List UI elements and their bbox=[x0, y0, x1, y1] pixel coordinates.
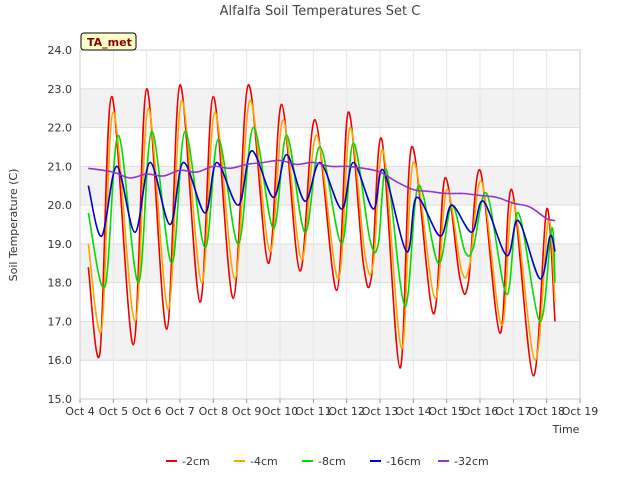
y-tick-label: 15.0 bbox=[48, 393, 73, 406]
background-bands bbox=[80, 50, 580, 399]
series-line-1 bbox=[87, 99, 556, 362]
x-tick-label: Oct 11 bbox=[295, 405, 332, 418]
y-tick-label: 20.0 bbox=[48, 199, 73, 212]
x-tick-label: Oct 4 bbox=[65, 405, 95, 418]
site-label-box: TA_met bbox=[80, 32, 137, 51]
site-label: TA_met bbox=[87, 36, 132, 49]
legend: -2cm -4cm -8cm -16cm -32cm bbox=[166, 455, 489, 468]
x-tick-label: Oct 12 bbox=[328, 405, 365, 418]
site-label-background bbox=[80, 32, 137, 51]
x-tick-label: Oct 8 bbox=[199, 405, 229, 418]
y-axis-label: Soil Temperature (C) bbox=[7, 169, 20, 282]
chart-title: Alfalfa Soil Temperatures Set C bbox=[220, 4, 421, 19]
legend-label: -8cm bbox=[318, 455, 346, 468]
y-tick-label: 22.0 bbox=[48, 122, 73, 135]
x-tick-label: Oct 19 bbox=[562, 405, 599, 418]
y-tick-label: 19.0 bbox=[48, 238, 73, 251]
x-tick-label: Oct 18 bbox=[528, 405, 565, 418]
x-tick-label: Oct 15 bbox=[428, 405, 465, 418]
x-axis: Oct 4 Oct 5 Oct 6 Oct 7 Oct 8 Oct 9 Oct 10Oct … bbox=[65, 399, 598, 418]
x-tick-label: Oct 5 bbox=[99, 405, 129, 418]
series-line-2 bbox=[87, 126, 556, 323]
series-line-0 bbox=[87, 84, 556, 377]
y-tick-label: 21.0 bbox=[48, 160, 73, 173]
x-tick-label: Oct 17 bbox=[495, 405, 532, 418]
series-line-3 bbox=[87, 149, 556, 280]
legend-label: -4cm bbox=[250, 455, 278, 468]
legend-label: -2cm bbox=[182, 455, 210, 468]
y-tick-label: 23.0 bbox=[48, 83, 73, 96]
series-lines bbox=[87, 84, 556, 377]
y-tick-label: 17.0 bbox=[48, 315, 73, 328]
x-tick-label: Oct 13 bbox=[362, 405, 399, 418]
x-tick-label: Oct 10 bbox=[262, 405, 299, 418]
y-tick-label: 16.0 bbox=[48, 354, 73, 367]
y-tick-label: 18.0 bbox=[48, 277, 73, 290]
legend-label: -16cm bbox=[386, 455, 421, 468]
background-band bbox=[80, 321, 580, 361]
x-tick-label: Oct 9 bbox=[232, 405, 262, 418]
plot-area bbox=[79, 49, 581, 400]
x-axis-label: Time bbox=[552, 423, 580, 436]
x-tick-label: Oct 6 bbox=[132, 405, 162, 418]
background-band bbox=[80, 88, 580, 128]
y-axis: 15.0 16.0 17.0 18.0 19.0 20.0 21.0 22.0 23.0 24.0 bbox=[48, 44, 73, 406]
series-line-4 bbox=[88, 159, 556, 222]
x-tick-label: Oct 7 bbox=[165, 405, 195, 418]
y-tick-label: 24.0 bbox=[48, 44, 73, 57]
x-tick-label: Oct 16 bbox=[462, 405, 499, 418]
x-tick-label: Oct 14 bbox=[395, 405, 432, 418]
legend-label: -32cm bbox=[454, 455, 489, 468]
